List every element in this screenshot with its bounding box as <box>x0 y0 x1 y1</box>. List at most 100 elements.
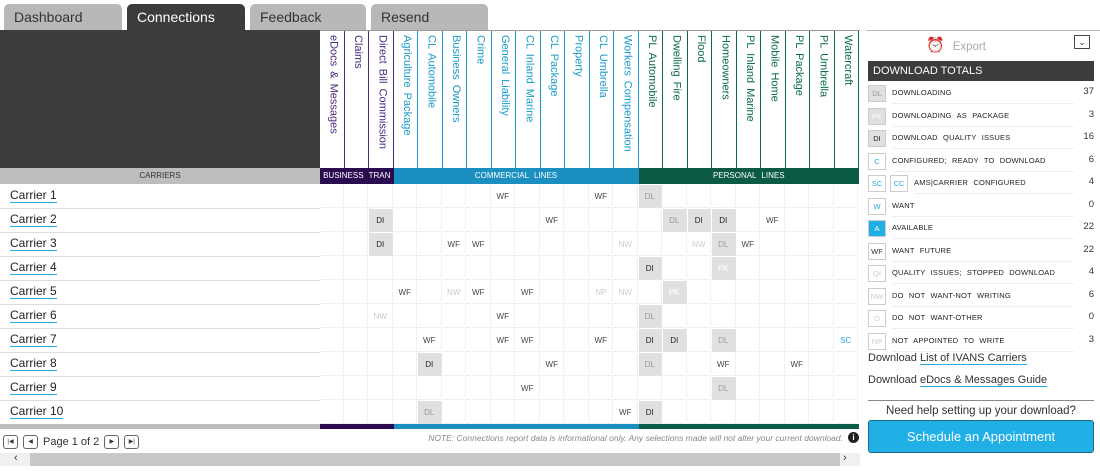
carrier-link[interactable]: Carrier 6 <box>10 308 57 323</box>
grid-cell[interactable] <box>442 377 466 400</box>
grid-cell[interactable]: DI <box>369 233 393 256</box>
tab-resend[interactable]: Resend <box>371 4 488 30</box>
grid-cell[interactable] <box>393 329 417 352</box>
grid-cell[interactable] <box>320 305 344 328</box>
grid-cell[interactable] <box>736 257 760 280</box>
grid-cell[interactable] <box>516 401 540 424</box>
grid-cell[interactable] <box>344 257 368 280</box>
grid-cell[interactable] <box>540 257 564 280</box>
grid-cell[interactable] <box>442 305 466 328</box>
carrier-link[interactable]: Carrier 2 <box>10 212 57 227</box>
grid-cell[interactable] <box>516 353 540 376</box>
grid-cell[interactable] <box>565 281 589 304</box>
grid-cell[interactable] <box>369 257 393 280</box>
grid-cell[interactable] <box>785 377 809 400</box>
carrier-link[interactable]: Carrier 1 <box>10 188 57 203</box>
grid-cell[interactable] <box>344 377 368 400</box>
grid-cell[interactable] <box>736 353 760 376</box>
grid-cell[interactable] <box>785 329 809 352</box>
grid-cell[interactable] <box>687 401 711 424</box>
grid-cell[interactable] <box>834 377 858 400</box>
grid-cell[interactable] <box>761 329 785 352</box>
grid-cell[interactable] <box>442 185 466 208</box>
grid-cell[interactable] <box>736 401 760 424</box>
grid-cell[interactable]: WF <box>491 329 515 352</box>
grid-cell[interactable] <box>442 209 466 232</box>
grid-cell[interactable] <box>834 233 858 256</box>
last-page-button[interactable]: ▶| <box>124 435 140 449</box>
grid-cell[interactable] <box>589 305 613 328</box>
grid-cell[interactable] <box>418 281 442 304</box>
grid-cell[interactable]: DI <box>638 401 662 424</box>
chevron-down-icon[interactable]: ⌄ <box>1074 35 1090 49</box>
grid-cell[interactable] <box>393 377 417 400</box>
grid-cell[interactable] <box>785 209 809 232</box>
grid-cell[interactable]: WF <box>785 353 809 376</box>
grid-cell[interactable]: DI <box>712 209 736 232</box>
ivans-carriers-link[interactable]: List of IVANS Carriers <box>919 352 1027 365</box>
horizontal-scrollbar[interactable]: ‹ › <box>0 452 860 466</box>
grid-cell[interactable] <box>540 305 564 328</box>
grid-cell[interactable] <box>687 185 711 208</box>
grid-cell[interactable] <box>638 209 662 232</box>
grid-cell[interactable] <box>785 281 809 304</box>
grid-cell[interactable] <box>369 281 393 304</box>
grid-cell[interactable] <box>834 353 858 376</box>
carrier-link[interactable]: Carrier 4 <box>10 260 57 275</box>
grid-cell[interactable] <box>736 305 760 328</box>
grid-cell[interactable] <box>369 377 393 400</box>
grid-cell[interactable] <box>761 257 785 280</box>
grid-cell[interactable]: DL <box>638 353 662 376</box>
grid-cell[interactable] <box>736 377 760 400</box>
grid-cell[interactable]: NW <box>687 233 711 256</box>
next-page-button[interactable]: ▶ <box>104 435 120 449</box>
grid-cell[interactable] <box>810 209 834 232</box>
grid-cell[interactable] <box>638 233 662 256</box>
carrier-link[interactable]: Carrier 7 <box>10 332 57 347</box>
carrier-link[interactable]: Carrier 8 <box>10 356 57 371</box>
grid-cell[interactable] <box>687 257 711 280</box>
grid-cell[interactable] <box>540 401 564 424</box>
grid-cell[interactable] <box>785 257 809 280</box>
grid-cell[interactable] <box>810 281 834 304</box>
schedule-appointment-button[interactable]: Schedule an Appointment <box>868 420 1094 453</box>
grid-cell[interactable]: WF <box>491 305 515 328</box>
grid-cell[interactable]: WF <box>393 281 417 304</box>
grid-cell[interactable] <box>467 185 491 208</box>
grid-cell[interactable] <box>785 305 809 328</box>
grid-cell[interactable] <box>712 305 736 328</box>
grid-cell[interactable] <box>418 377 442 400</box>
grid-cell[interactable] <box>638 377 662 400</box>
grid-cell[interactable]: WF <box>516 377 540 400</box>
grid-cell[interactable] <box>344 209 368 232</box>
grid-cell[interactable] <box>810 185 834 208</box>
grid-cell[interactable] <box>369 353 393 376</box>
grid-cell[interactable] <box>834 257 858 280</box>
first-page-button[interactable]: |◀ <box>3 435 18 449</box>
grid-cell[interactable] <box>761 305 785 328</box>
grid-cell[interactable]: WF <box>467 281 491 304</box>
grid-cell[interactable] <box>589 353 613 376</box>
grid-cell[interactable]: DI <box>638 257 662 280</box>
grid-cell[interactable] <box>418 305 442 328</box>
tab-connections[interactable]: Connections <box>127 4 245 30</box>
grid-cell[interactable] <box>761 377 785 400</box>
scrollbar-thumb[interactable] <box>30 453 840 466</box>
grid-cell[interactable] <box>344 305 368 328</box>
grid-cell[interactable] <box>761 353 785 376</box>
grid-cell[interactable] <box>565 257 589 280</box>
grid-cell[interactable]: NP <box>589 281 613 304</box>
grid-cell[interactable] <box>687 305 711 328</box>
grid-cell[interactable] <box>687 377 711 400</box>
scroll-left-icon[interactable]: ‹ <box>14 452 18 464</box>
grid-cell[interactable] <box>320 281 344 304</box>
grid-cell[interactable] <box>834 281 858 304</box>
grid-cell[interactable]: NW <box>614 233 638 256</box>
grid-cell[interactable] <box>491 353 515 376</box>
tab-dashboard[interactable]: Dashboard <box>4 4 122 30</box>
grid-cell[interactable] <box>785 233 809 256</box>
grid-cell[interactable] <box>393 257 417 280</box>
grid-cell[interactable] <box>638 281 662 304</box>
grid-cell[interactable] <box>393 305 417 328</box>
grid-cell[interactable] <box>565 401 589 424</box>
